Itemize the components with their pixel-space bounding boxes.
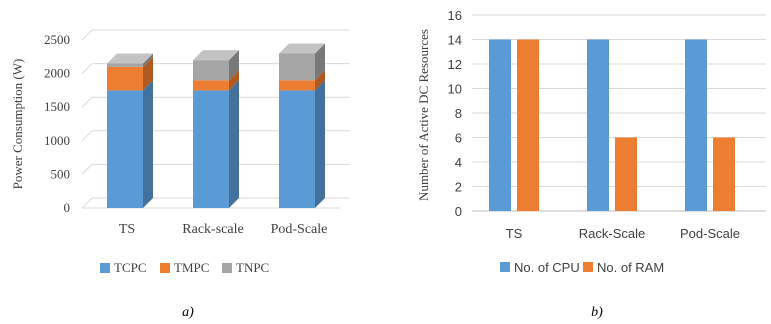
panel-a-y-tick-labels: 0 500 1000 1500 2000 2500 <box>44 32 70 215</box>
panel-b-bar-ram <box>517 39 539 211</box>
panel-a-y-tick-label: 500 <box>51 166 71 181</box>
panel-b-y-tick-label: 2 <box>455 180 462 195</box>
panel-a-y-tick-label: 2500 <box>44 32 70 47</box>
panel-a-bar-segment-tcpc <box>107 80 153 208</box>
panel-a-bar-front <box>279 90 315 208</box>
panel-a-bar-front <box>193 80 229 91</box>
panel-a-x-tick-label: Rack-scale <box>182 222 243 237</box>
panel-a-gridline-side <box>81 197 93 209</box>
panel-a-label: a) <box>182 305 194 320</box>
panel-a-legend-swatch <box>222 263 232 273</box>
panel-b-y-tick-label: 10 <box>448 82 462 97</box>
panel-a-bar-segment-tnpc <box>279 43 325 81</box>
panel-a-chart: 0 500 1000 1500 2000 2500 TS Rack-scale Pod-Sca… <box>10 29 350 320</box>
panel-b-legend-label: No. of RAM <box>597 260 664 275</box>
panel-a-bar-segment-tmpc <box>279 70 325 91</box>
panel-b-x-tick-label: Pod-Scale <box>680 226 740 241</box>
panel-a-bar-side <box>315 43 325 81</box>
panel-a-legend-swatch <box>160 263 170 273</box>
panel-a-x-tick-labels: TS Rack-scale Pod-Scale <box>119 222 328 237</box>
panel-a-bar-front <box>279 80 315 91</box>
panel-b-legend-swatch <box>583 262 593 272</box>
panel-b-y-tick-label: 0 <box>455 204 462 219</box>
panel-a-bar-front <box>107 66 143 91</box>
panel-b-y-tick-label: 12 <box>448 57 462 72</box>
panel-a-legend-item: TCPC <box>100 260 147 275</box>
panel-b-bars <box>489 39 735 211</box>
panel-a-gridline-side <box>81 130 93 142</box>
panel-a-legend-label: TNPC <box>236 260 269 275</box>
panel-a-legend-label: TMPC <box>174 260 209 275</box>
panel-b-chart: 0 2 4 6 8 10 12 14 16 TS Rack-Scale Pod-Scale Numb… <box>416 8 766 320</box>
panel-a-bar-top <box>107 53 153 64</box>
panel-a-legend: TCPC TMPC TNPC <box>100 260 269 275</box>
panel-a-bar-side <box>315 80 325 208</box>
panel-a-bar-segment-tmpc <box>107 56 153 91</box>
panel-b-legend-item: No. of RAM <box>583 260 664 275</box>
panel-a-bar-segment-tnpc <box>107 53 153 67</box>
panel-b-label: b) <box>591 305 603 320</box>
panel-b-bar-ram <box>713 137 735 211</box>
panel-a-legend-label: TCPC <box>114 260 147 275</box>
panel-b-bar-ram <box>615 137 637 211</box>
panel-b-x-tick-label: Rack-Scale <box>579 226 645 241</box>
panel-a-y-axis-label: Power Consumption (W) <box>10 59 25 190</box>
panel-a-bar-top <box>279 43 325 54</box>
panel-a-bar-segment-tcpc <box>279 80 325 208</box>
panel-b-legend-item: No. of CPU <box>500 260 580 275</box>
panel-a-gridline-side <box>81 164 93 175</box>
panel-b-x-tick-labels: TS Rack-Scale Pod-Scale <box>506 226 740 241</box>
panel-b-y-tick-label: 14 <box>448 33 462 48</box>
panel-a-bar-side <box>229 70 239 91</box>
panel-b-bar-cpu <box>489 39 511 211</box>
panel-b-y-tick-labels: 0 2 4 6 8 10 12 14 16 <box>448 8 462 219</box>
panel-a-x-tick-label: TS <box>119 222 135 237</box>
panel-b-y-tick-label: 6 <box>455 131 462 146</box>
panel-b-y-tick-label: 16 <box>448 8 462 23</box>
panel-a-gridline-side <box>81 63 93 74</box>
panel-a-bar-side <box>143 53 153 67</box>
panel-b-y-axis-label: Number of Active DC Resources <box>416 29 431 201</box>
panel-a-bar-segment-tnpc <box>193 50 239 81</box>
panel-a-bar-segment-tcpc <box>193 80 239 208</box>
panel-b-bar-cpu <box>685 39 707 211</box>
panel-a-bar-side <box>143 56 153 91</box>
panel-a-bar-front <box>193 60 229 81</box>
panel-a-bar-front <box>279 53 315 81</box>
panel-b-bar-cpu <box>587 39 609 211</box>
panel-b-legend: No. of CPU No. of RAM <box>500 260 664 275</box>
panel-a-bar-top <box>193 50 239 61</box>
panel-a-bar-side <box>143 80 153 208</box>
panel-a-bar-segment-tmpc <box>193 70 239 91</box>
panel-a-x-tick-label: Pod-Scale <box>271 222 328 237</box>
panel-a-legend-swatch <box>100 263 110 273</box>
panel-a-y-tick-label: 2000 <box>44 66 70 81</box>
panel-a-y-tick-label: 1500 <box>44 99 70 114</box>
panel-a-bars <box>107 43 325 208</box>
panel-b-legend-label: No. of CPU <box>514 260 580 275</box>
panel-a-gridline-side <box>81 96 93 108</box>
panel-b-legend-swatch <box>500 262 510 272</box>
panel-b-x-tick-label: TS <box>506 226 523 241</box>
panel-a-y-tick-label: 1000 <box>44 133 70 148</box>
panel-a-bar-front <box>107 90 143 208</box>
panel-a-bar-front <box>193 90 229 208</box>
panel-a-legend-item: TNPC <box>222 260 269 275</box>
panel-a-bar-side <box>315 70 325 91</box>
panel-a-legend-item: TMPC <box>160 260 209 275</box>
panel-a-bar-front <box>107 63 143 67</box>
panel-b-y-tick-label: 8 <box>455 106 462 121</box>
panel-a-bar-side <box>229 80 239 208</box>
panel-b-y-tick-label: 4 <box>455 155 462 170</box>
panel-a-bar-side <box>229 50 239 81</box>
panel-a-y-tick-label: 0 <box>64 200 71 215</box>
panel-a-gridline-side <box>81 29 93 41</box>
